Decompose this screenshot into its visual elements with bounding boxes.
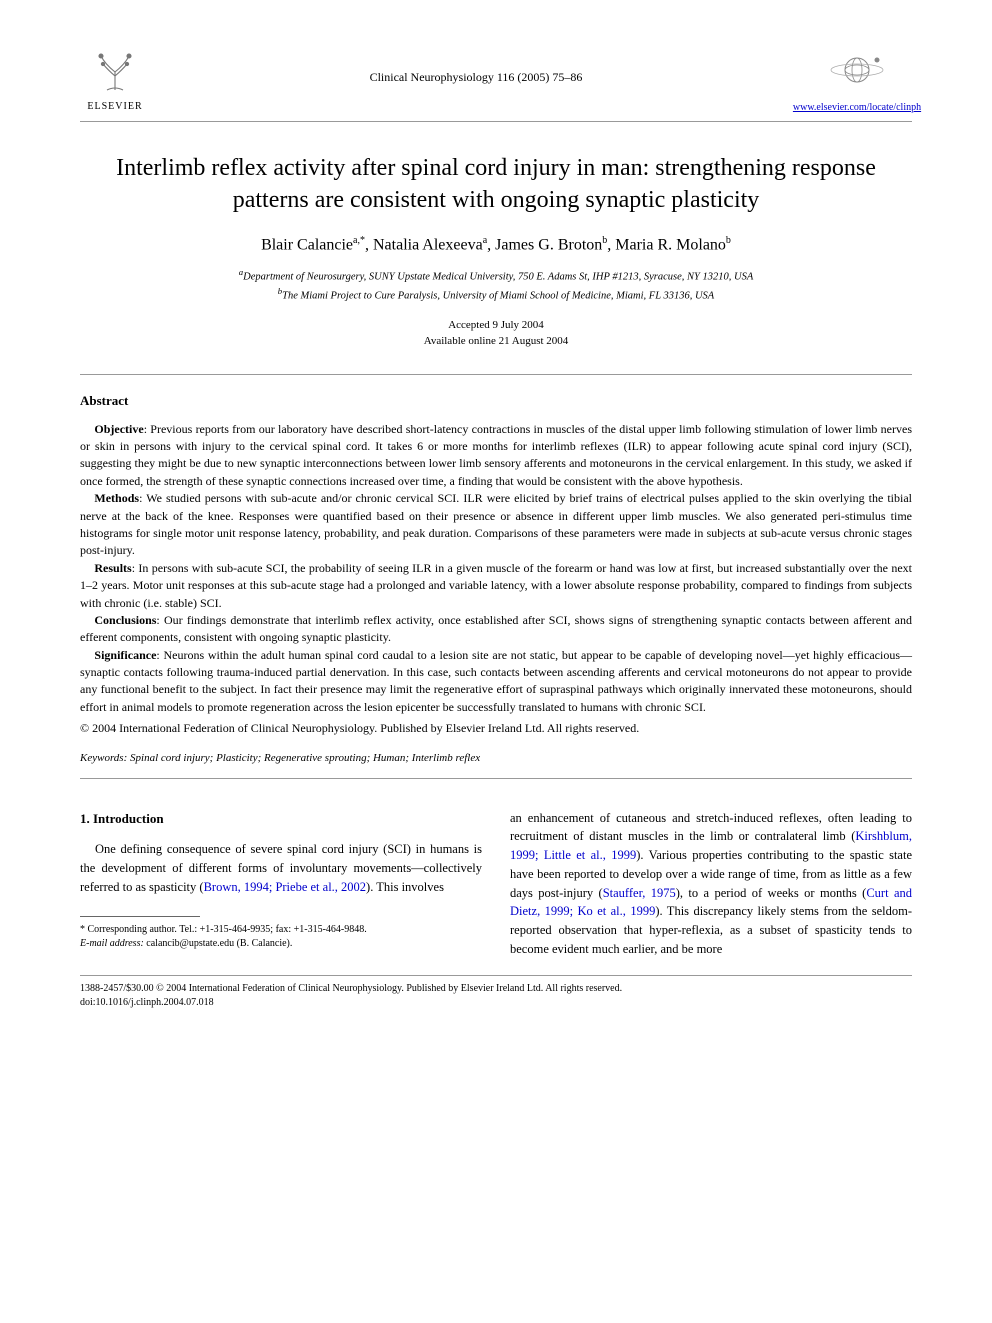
- intro-heading: 1. Introduction: [80, 809, 482, 829]
- authors-line: Blair Calanciea,*, Natalia Alexeevaa, Ja…: [80, 235, 912, 254]
- left-column: 1. Introduction One defining consequence…: [80, 809, 482, 959]
- online-date: Available online 21 August 2004: [80, 333, 912, 350]
- article-dates: Accepted 9 July 2004 Available online 21…: [80, 317, 912, 350]
- affiliations: aDepartment of Neurosurgery, SUNY Upstat…: [80, 266, 912, 305]
- accepted-date: Accepted 9 July 2004: [80, 317, 912, 334]
- intro-para-left: One defining consequence of severe spina…: [80, 840, 482, 896]
- abstract-significance: Significance: Neurons within the adult h…: [80, 647, 912, 717]
- header-rule: [80, 121, 912, 122]
- abstract-results: Results: In persons with sub-acute SCI, …: [80, 560, 912, 612]
- abstract-objective: Objective: Previous reports from our lab…: [80, 421, 912, 491]
- page-footer: 1388-2457/$30.00 © 2004 International Fe…: [80, 975, 912, 1010]
- elsevier-tree-icon: [91, 50, 139, 99]
- abstract-heading: Abstract: [80, 393, 912, 409]
- body-columns: 1. Introduction One defining consequence…: [80, 809, 912, 959]
- corr-tel: +1-315-464-9935; fax: +1-315-464-9848.: [200, 924, 367, 935]
- abstract-conclusions: Conclusions: Our findings demonstrate th…: [80, 612, 912, 647]
- intro-para-right: an enhancement of cutaneous and stretch-…: [510, 809, 912, 959]
- publisher-name: ELSEVIER: [87, 101, 142, 112]
- abstract-methods: Methods: We studied persons with sub-acu…: [80, 490, 912, 560]
- affiliation-b: bThe Miami Project to Cure Paralysis, Un…: [80, 285, 912, 304]
- affiliation-a: aDepartment of Neurosurgery, SUNY Upstat…: [80, 266, 912, 285]
- journal-url-link[interactable]: www.elsevier.com/locate/clinph: [793, 102, 921, 113]
- citation-link[interactable]: Brown, 1994; Priebe et al., 2002: [204, 880, 366, 894]
- article-title: Interlimb reflex activity after spinal c…: [100, 152, 892, 217]
- publisher-logo: ELSEVIER: [80, 50, 150, 112]
- footer-copyright: 1388-2457/$30.00 © 2004 International Fe…: [80, 982, 912, 996]
- footnote-rule: [80, 916, 200, 917]
- page-container: ELSEVIER Clinical Neurophysiology 116 (2…: [0, 0, 992, 1050]
- journal-brand: www.elsevier.com/locate/clinph: [802, 50, 912, 113]
- corr-label: * Corresponding author. Tel.:: [80, 924, 200, 935]
- right-column: an enhancement of cutaneous and stretch-…: [510, 809, 912, 959]
- citation-link[interactable]: Stauffer, 1975: [603, 886, 676, 900]
- corr-email: calancib@upstate.edu (B. Calancie).: [144, 938, 293, 949]
- keywords-values: Spinal cord injury; Plasticity; Regenera…: [127, 752, 480, 764]
- email-label: E-mail address:: [80, 938, 144, 949]
- abstract-copyright: © 2004 International Federation of Clini…: [80, 720, 912, 737]
- keywords-label: Keywords:: [80, 752, 127, 764]
- abstract-body: Objective: Previous reports from our lab…: [80, 421, 912, 738]
- footer-doi: doi:10.1016/j.clinph.2004.07.018: [80, 996, 912, 1010]
- abstract-section: Abstract Objective: Previous reports fro…: [80, 374, 912, 779]
- corresponding-author-footnote: * Corresponding author. Tel.: +1-315-464…: [80, 923, 482, 951]
- globe-icon: [827, 50, 887, 98]
- keywords-line: Keywords: Spinal cord injury; Plasticity…: [80, 752, 912, 779]
- journal-reference: Clinical Neurophysiology 116 (2005) 75–8…: [150, 70, 802, 85]
- header-row: ELSEVIER Clinical Neurophysiology 116 (2…: [80, 50, 912, 113]
